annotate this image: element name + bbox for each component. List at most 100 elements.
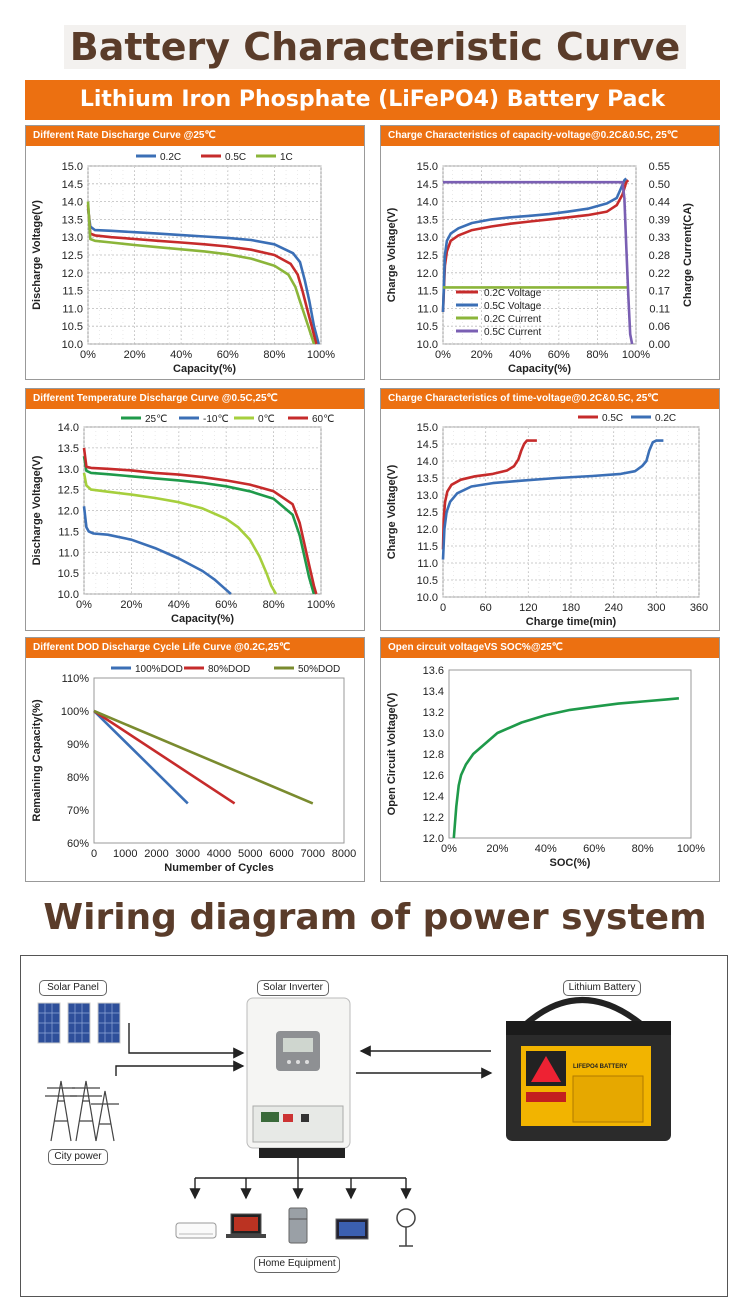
- y-tick-label: 13.0: [62, 232, 83, 244]
- y-tick-label: 11.0: [62, 303, 83, 315]
- y-tick-label: 12.5: [58, 485, 79, 497]
- legend-label: 0.5C: [225, 152, 246, 163]
- x-tick-label: 40%: [535, 843, 557, 855]
- legend-label: 80%DOD: [208, 664, 250, 675]
- x-tick-label: 20%: [471, 349, 493, 361]
- x-tick-label: 0%: [80, 349, 96, 361]
- city-power-label: City power: [48, 1149, 108, 1165]
- chart-title: Charge Characteristics of time-voltage@0…: [381, 389, 719, 409]
- x-tick-label: 7000: [301, 848, 325, 860]
- y-tick-label: 11.5: [417, 286, 438, 298]
- y-tick-label: 14.0: [58, 422, 79, 434]
- x-tick-label: 60: [480, 602, 492, 614]
- x-tick-label: 80%: [586, 349, 608, 361]
- x-tick-label: 120: [519, 602, 537, 614]
- inverter-icon: [246, 997, 351, 1158]
- chart-ocv-soc: 0% 20% 40% 60% 80% 100% 12.0 12.2 12.4 12.6 12.8 13…: [386, 665, 705, 869]
- y-tick-label: 14.0: [62, 197, 83, 209]
- x-tick-label: 80%: [263, 349, 285, 361]
- power-tower-icon: [45, 1080, 119, 1142]
- legend-label: 60℃: [312, 414, 334, 425]
- y-tick-label: 14.0: [417, 456, 438, 468]
- y-tick-label: 15.0: [417, 161, 438, 173]
- x-tick-label: 20%: [120, 599, 142, 611]
- y2-tick-label: 0.44: [649, 197, 670, 209]
- y2-tick-label: 0.00: [649, 339, 670, 351]
- laptop-icon: [226, 1213, 266, 1238]
- air-conditioner-icon: [175, 1222, 217, 1239]
- x-tick-label: 100%: [622, 349, 650, 361]
- y-tick-label: 10.0: [417, 339, 438, 351]
- y-tick-label: 13.5: [417, 473, 438, 485]
- banner-text: Lithium Iron Phosphate (LiFePO4) Battery…: [79, 87, 666, 112]
- legend-label: 1C: [280, 152, 293, 163]
- chart-panel-rate-discharge: Different Rate Discharge Curve @25℃ 0% 20…: [25, 125, 365, 380]
- legend-label: 0.2C Current: [484, 314, 541, 325]
- legend-label: 0℃: [258, 414, 275, 425]
- y-tick-label: 10.0: [417, 592, 438, 604]
- y-axis-label: Discharge Voltage(V): [31, 200, 43, 310]
- x-axis-label: Capacity(%): [171, 613, 234, 625]
- solar-panel-icon: [37, 1002, 121, 1044]
- x-axis-label: Numember of Cycles: [164, 862, 273, 874]
- plot-frame: [448, 669, 692, 839]
- legend-label: 0.2C: [655, 413, 676, 424]
- y-axis-label: Open Circuit Voltage(V): [386, 692, 398, 815]
- y-tick-label: 14.0: [417, 197, 438, 209]
- x-tick-label: 360: [690, 602, 708, 614]
- chart-title: Open circuit voltageVS SOC%@25℃: [381, 638, 719, 658]
- series-line: [82, 447, 318, 595]
- legend-label: 0.5C: [602, 413, 623, 424]
- x-tick-label: 0%: [76, 599, 92, 611]
- y-tick-label: 10.0: [62, 339, 83, 351]
- legend-label: 0.5C Voltage: [484, 301, 542, 312]
- y-tick-label: 13.2: [423, 707, 444, 719]
- y-tick-label: 10.0: [58, 589, 79, 601]
- x-tick-label: 60%: [217, 349, 239, 361]
- x-tick-label: 100%: [677, 843, 705, 855]
- y-tick-label: 15.0: [62, 161, 83, 173]
- series-line: [86, 205, 318, 345]
- series-line: [93, 710, 189, 805]
- y-tick-label: 13.5: [58, 443, 79, 455]
- y2-tick-label: 0.39: [649, 214, 670, 226]
- y-tick-label: 14.5: [62, 179, 83, 191]
- solar-panel-label: Solar Panel: [39, 980, 107, 996]
- y-tick-label: 13.4: [423, 686, 444, 698]
- y-axis-label: Remaining Capacity(%): [31, 699, 43, 822]
- series-line: [93, 709, 314, 805]
- y2-tick-label: 0.22: [649, 268, 670, 280]
- y2-tick-label: 0.28: [649, 250, 670, 262]
- x-tick-label: 100%: [307, 349, 335, 361]
- y-tick-label: 10.5: [417, 575, 438, 587]
- y-tick-label: 11.0: [417, 558, 438, 570]
- fan-icon: [396, 1208, 416, 1247]
- x-tick-label: 240: [604, 602, 622, 614]
- main-headline-text: Battery Characteristic Curve: [63, 25, 687, 69]
- chart-time-voltage: 0 60 120 180 240 300 360 10.0 10.5 11.0 11.5 12.0 12…: [386, 413, 708, 628]
- series-line: [82, 455, 316, 595]
- y-axis-label: Charge Voltage(V): [386, 464, 398, 559]
- series-line: [441, 439, 537, 550]
- y-tick-label: 11.0: [58, 547, 79, 559]
- legend-label: 0.2C: [160, 152, 181, 163]
- y-tick-label: 15.0: [417, 422, 438, 434]
- banner: Lithium Iron Phosphate (LiFePO4) Battery…: [25, 80, 720, 120]
- y-tick-label: 13.0: [423, 728, 444, 740]
- y-tick-label: 13.5: [62, 214, 83, 226]
- y2-axis-label: Charge Current(CA): [682, 203, 694, 307]
- y-tick-label: 11.5: [417, 541, 438, 553]
- x-tick-label: 3000: [176, 848, 200, 860]
- x-axis-label: Charge time(min): [526, 616, 617, 628]
- battery-brand-text: LIFEPO4 BATTERY: [573, 1064, 627, 1070]
- legend-label: 25℃: [145, 414, 167, 425]
- y-tick-label: 12.5: [417, 507, 438, 519]
- y-tick-label: 70%: [67, 805, 89, 817]
- chart-panel-cycle-life: Different DOD Discharge Cycle Life Curve…: [25, 637, 365, 882]
- chart-rate-discharge: 0% 20% 40% 60% 80% 100% 10.0 10.5 11.0 11.5 12.0 12…: [31, 152, 335, 375]
- x-tick-label: 0: [91, 848, 97, 860]
- series-line: [441, 177, 628, 313]
- y-tick-label: 12.0: [62, 268, 83, 280]
- wiring-diagram-drawing: LIFEPO4 BATTERY: [37, 997, 671, 1247]
- y-tick-label: 90%: [67, 739, 89, 751]
